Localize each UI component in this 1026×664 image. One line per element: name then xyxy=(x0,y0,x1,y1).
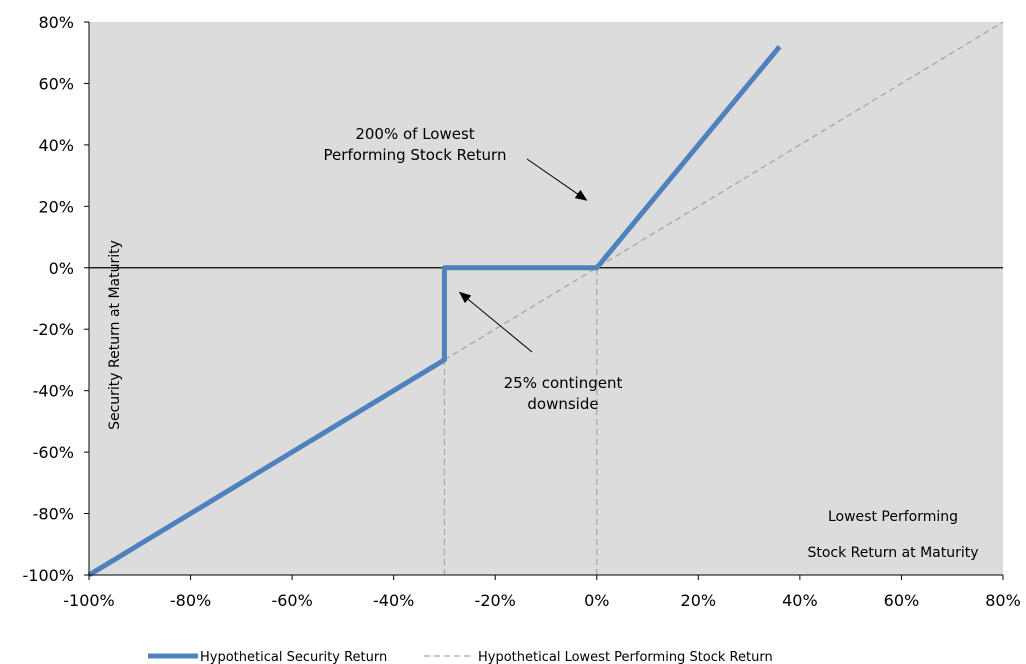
y-tick-label: 80% xyxy=(38,13,74,32)
annotation-arrow-0 xyxy=(526,158,588,201)
y-tick-label: -100% xyxy=(22,566,74,585)
y-tick-label: 60% xyxy=(38,74,74,93)
x-tick-label: 0% xyxy=(584,591,609,610)
legend-label-security: Hypothetical Security Return xyxy=(200,650,387,664)
x-tick-label: -20% xyxy=(475,591,516,610)
annotation-contingent-line-1: 25% contingent xyxy=(504,374,623,392)
x-axis-label-line-1: Lowest Performing xyxy=(828,509,958,525)
x-tick-label: -40% xyxy=(373,591,414,610)
x-tick-label: 60% xyxy=(884,591,920,610)
legend-label-stock: Hypothetical Lowest Performing Stock Ret… xyxy=(478,650,773,664)
y-tick-label: -80% xyxy=(33,505,74,524)
x-axis-label-line-2: Stock Return at Maturity xyxy=(807,545,978,561)
x-tick-label: -60% xyxy=(271,591,312,610)
annotation-contingent-line-2: downside xyxy=(527,395,598,413)
x-tick-label: 20% xyxy=(681,591,717,610)
annotation-arrow-1 xyxy=(458,291,533,353)
x-tick-label: 80% xyxy=(985,591,1021,610)
series-line-0 xyxy=(87,45,782,578)
y-axis-label: Security Return at Maturity xyxy=(107,240,123,430)
x-tick-label: 40% xyxy=(782,591,818,610)
y-tick-label: -60% xyxy=(33,443,74,462)
annotation-200pct-line-2: Performing Stock Return xyxy=(324,146,507,164)
annotation-200pct-line-1: 200% of Lowest xyxy=(355,125,474,143)
series-line-1 xyxy=(444,21,1004,361)
y-tick-label: 40% xyxy=(38,136,74,155)
y-tick-label: -20% xyxy=(33,320,74,339)
x-tick-label: -100% xyxy=(63,591,115,610)
y-tick-label: -40% xyxy=(33,382,74,401)
y-tick-label: 20% xyxy=(38,197,74,216)
x-tick-label: -80% xyxy=(170,591,211,610)
y-tick-label: 0% xyxy=(49,259,74,278)
